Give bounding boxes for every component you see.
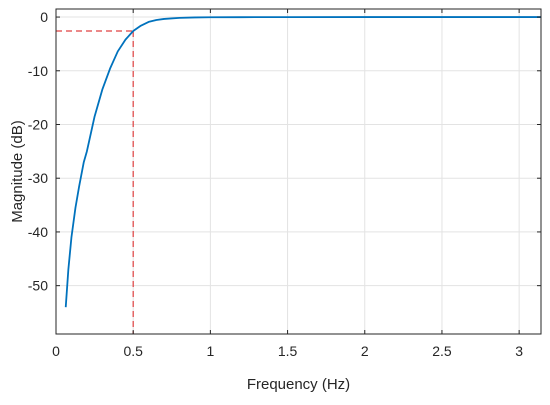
y-axis-label: Magnitude (dB) <box>9 120 26 223</box>
x-tick-label: 1.5 <box>278 343 298 359</box>
x-axis-label: Frequency (Hz) <box>247 376 350 393</box>
x-tick-label: 0 <box>52 343 60 359</box>
grid <box>55 9 541 334</box>
y-tick-label: -30 <box>28 170 48 186</box>
cutoff-marker <box>56 30 134 334</box>
x-tick-label: 2.5 <box>432 343 452 359</box>
y-tick-label: -50 <box>28 278 48 294</box>
y-axis: 0 -10 -20 -30 -40 -50 <box>28 9 541 294</box>
series-layer <box>64 16 541 308</box>
x-tick-label: 2 <box>361 343 369 359</box>
y-tick-label: -40 <box>28 224 48 240</box>
x-axis: 0 0.5 1 1.5 2 2.5 3 <box>52 9 523 359</box>
x-tick-label: 3 <box>515 343 523 359</box>
x-tick-label: 0.5 <box>123 343 143 359</box>
y-tick-label: 0 <box>40 9 48 25</box>
plot-area <box>55 8 542 335</box>
y-tick-label: -10 <box>28 63 48 79</box>
magnitude-series-line <box>64 16 541 308</box>
y-tick-label: -20 <box>28 116 48 132</box>
x-tick-label: 1 <box>206 343 214 359</box>
